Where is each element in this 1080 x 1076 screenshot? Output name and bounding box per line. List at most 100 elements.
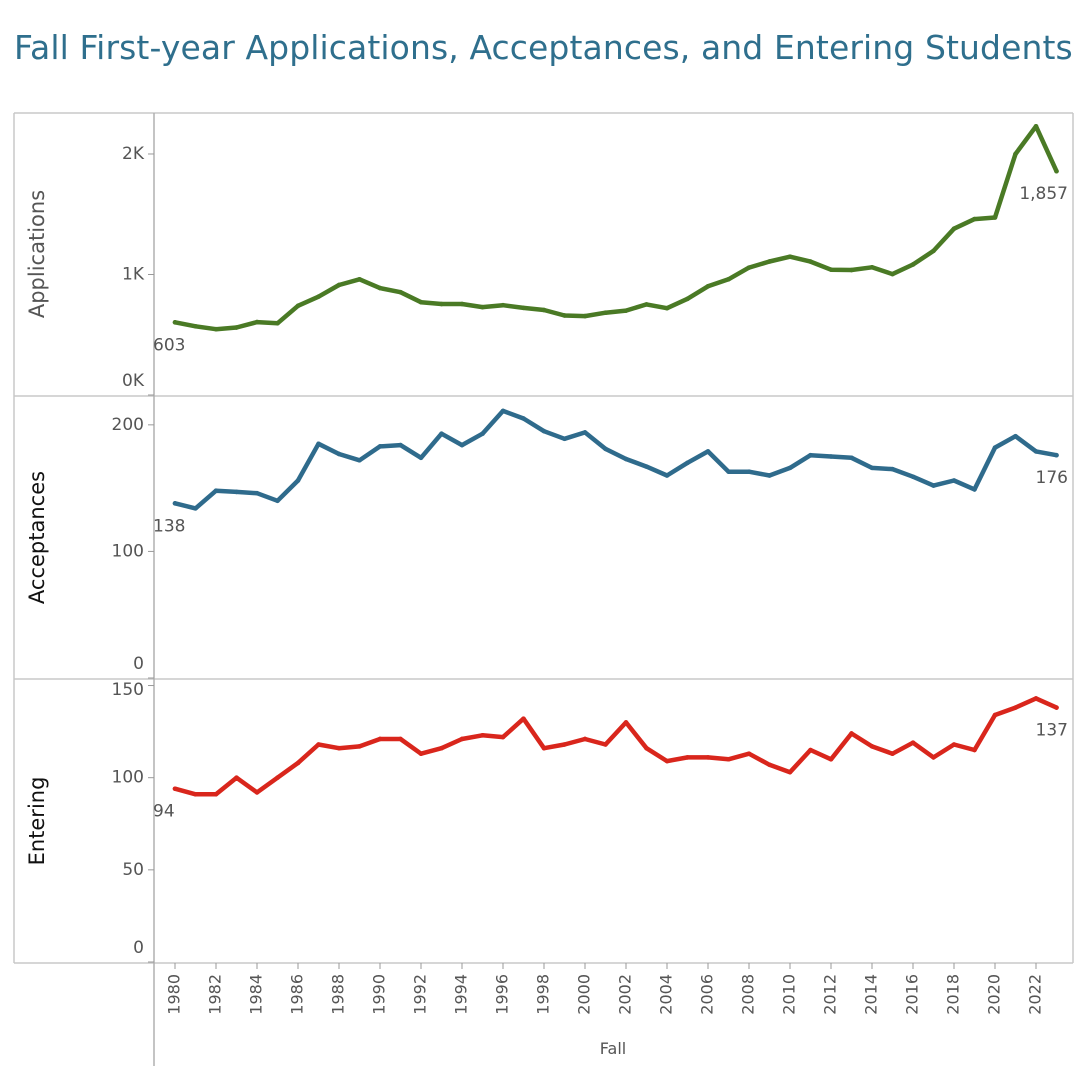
data-point: [910, 262, 916, 267]
data-point: [1033, 696, 1039, 701]
x-tick-label: 2018: [944, 974, 963, 1015]
y-tick-label: 200: [112, 415, 144, 435]
first-value-label: 603: [153, 335, 185, 355]
data-point: [521, 716, 526, 722]
x-tick-label: 1982: [206, 974, 225, 1015]
data-point: [172, 320, 178, 325]
series-line-applications: [172, 124, 1059, 332]
data-point: [398, 289, 403, 295]
data-point: [295, 303, 301, 309]
x-tick-label: 2006: [698, 974, 717, 1015]
data-point: [562, 742, 567, 747]
data-point: [603, 310, 608, 315]
data-point: [808, 452, 813, 458]
first-value-label: 138: [153, 516, 185, 536]
data-point: [172, 786, 178, 792]
y-axis-label: Entering: [25, 777, 49, 866]
x-tick-label: 1996: [493, 974, 512, 1015]
data-point: [377, 444, 383, 449]
data-point: [521, 305, 526, 311]
x-tick-label: 2004: [657, 974, 676, 1015]
data-point: [234, 489, 239, 495]
data-point: [726, 277, 731, 282]
data-point: [931, 755, 936, 760]
data-point: [726, 469, 731, 474]
series-line-acceptances: [172, 408, 1059, 511]
data-point: [213, 326, 219, 332]
data-point: [746, 751, 752, 757]
y-tick-label: 100: [112, 541, 144, 561]
data-point: [972, 747, 977, 753]
x-tick-label: 2008: [739, 974, 758, 1015]
x-tick-label: 2020: [985, 974, 1004, 1015]
data-point: [562, 436, 567, 442]
data-point: [808, 747, 813, 753]
data-point: [644, 302, 649, 307]
data-point: [849, 455, 854, 461]
data-point: [541, 307, 547, 313]
data-point: [1013, 705, 1018, 710]
data-point: [541, 745, 547, 751]
data-point: [336, 745, 342, 751]
data-point: [357, 744, 362, 749]
data-point: [890, 466, 895, 472]
data-point: [705, 283, 711, 289]
data-point: [275, 498, 280, 504]
x-tick-label: 2000: [575, 974, 594, 1015]
data-point: [254, 790, 260, 795]
data-point: [951, 742, 957, 747]
data-point: [1054, 452, 1059, 458]
data-point: [398, 736, 403, 742]
data-point: [828, 756, 834, 762]
x-tick-label: 1990: [370, 974, 389, 1015]
series-line-entering: [172, 696, 1059, 797]
last-value-label: 137: [1036, 721, 1068, 741]
data-point: [992, 215, 998, 220]
data-point: [459, 736, 465, 742]
data-point: [357, 277, 362, 282]
x-axis-label: Fall: [600, 1039, 626, 1058]
chart-title: Fall First-year Applications, Acceptance…: [14, 28, 1073, 67]
data-point: [746, 265, 752, 270]
data-point: [746, 469, 752, 474]
data-point: [869, 744, 875, 749]
data-point: [787, 254, 793, 259]
x-tick-label: 1984: [247, 974, 266, 1015]
y-tick-label: 0: [133, 654, 144, 674]
data-point: [234, 775, 239, 780]
data-point: [480, 304, 485, 310]
data-point: [582, 736, 588, 742]
last-value-label: 1,857: [1019, 184, 1068, 204]
x-tick-label: 2002: [616, 974, 635, 1015]
data-point: [234, 325, 239, 330]
last-value-label: 176: [1036, 468, 1068, 488]
data-point: [398, 442, 403, 448]
data-point: [951, 478, 957, 483]
data-point: [685, 460, 690, 466]
data-point: [336, 451, 342, 457]
data-point: [1054, 168, 1059, 174]
data-point: [603, 446, 608, 452]
data-point: [439, 301, 444, 307]
data-point: [808, 259, 813, 264]
data-point: [869, 465, 875, 471]
data-point: [705, 449, 711, 454]
data-point: [500, 302, 506, 308]
data-point: [213, 488, 219, 493]
data-point: [541, 428, 547, 434]
data-point: [1033, 123, 1039, 129]
data-point: [1033, 449, 1039, 454]
first-value-label: 94: [153, 802, 175, 822]
data-point: [828, 454, 834, 459]
data-point: [418, 751, 424, 757]
data-point: [213, 791, 219, 797]
x-tick-label: 2012: [821, 974, 840, 1015]
data-point: [664, 758, 670, 764]
data-point: [377, 285, 383, 291]
data-point: [890, 751, 895, 757]
data-point: [931, 483, 936, 488]
y-tick-label: 0: [133, 938, 144, 958]
y-axis-label: Acceptances: [25, 471, 49, 604]
data-point: [890, 271, 895, 277]
data-point: [193, 506, 198, 511]
